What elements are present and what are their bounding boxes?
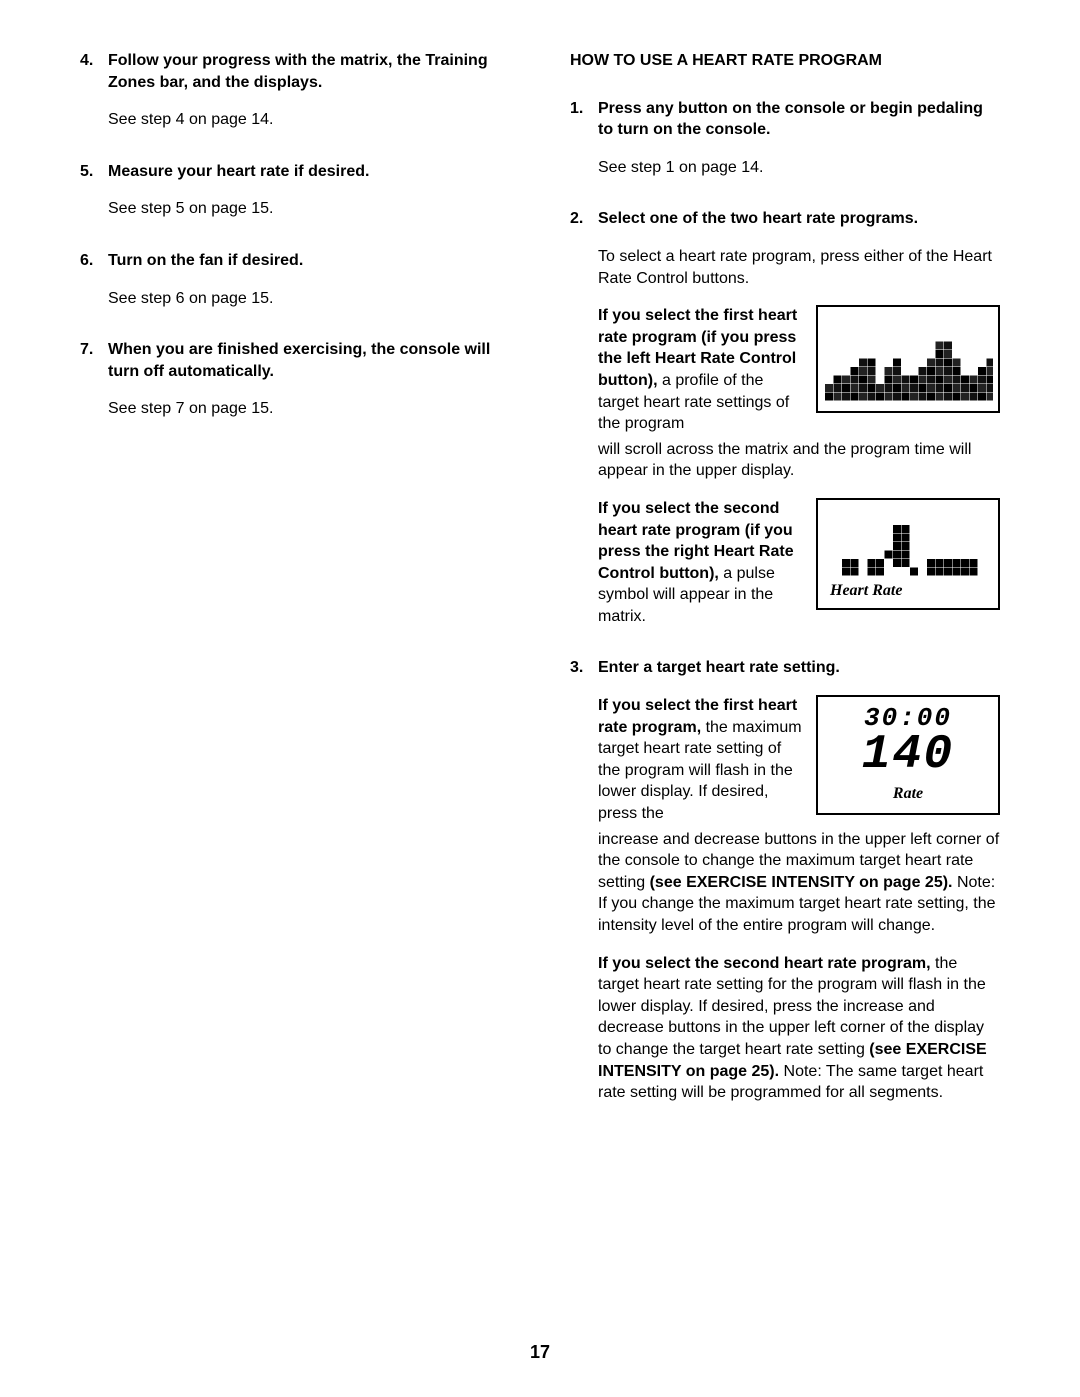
matrix-profile-figure: [816, 305, 1000, 413]
paragraph: To select a heart rate program, press ei…: [598, 246, 1000, 289]
rate-display-figure: 30:00 140 Rate: [816, 695, 1000, 815]
step-body: See step 7 on page 15.: [108, 398, 510, 420]
step-title: When you are finished exercising, the co…: [108, 339, 510, 382]
heart-rate-matrix-icon: [823, 506, 993, 576]
step-number: 4.: [80, 50, 108, 93]
paragraph: If you select the first heart rate progr…: [598, 695, 802, 825]
heart-rate-matrix-figure: Heart Rate: [816, 498, 1000, 610]
step-title: Press any button on the console or begin…: [598, 98, 1000, 141]
hr-step-1: 1. Press any button on the console or be…: [570, 98, 1000, 179]
step-7: 7. When you are finished exercising, the…: [80, 339, 510, 420]
figure-label: Heart Rate: [830, 580, 902, 602]
right-column: HOW TO USE A HEART RATE PROGRAM 1. Press…: [570, 50, 1000, 1134]
step-title: Turn on the fan if desired.: [108, 250, 303, 272]
display-main: 140: [862, 731, 954, 779]
page-number: 17: [0, 1340, 1080, 1364]
matrix-profile-icon: [823, 313, 993, 405]
step-title: Measure your heart rate if desired.: [108, 161, 369, 183]
step-title: Enter a target heart rate setting.: [598, 657, 840, 679]
bold-run: If you select the second heart rate prog…: [598, 955, 931, 972]
figure-label: Rate: [893, 783, 923, 805]
step-number: 2.: [570, 208, 598, 230]
step-4: 4. Follow your progress with the matrix,…: [80, 50, 510, 131]
step-body: See step 5 on page 15.: [108, 198, 510, 220]
paragraph: increase and decrease buttons in the upp…: [598, 829, 1000, 937]
step-number: 5.: [80, 161, 108, 183]
section-heading: HOW TO USE A HEART RATE PROGRAM: [570, 50, 1000, 72]
hr-step-2: 2. Select one of the two heart rate prog…: [570, 208, 1000, 627]
bold-run: (see EXERCISE INTENSITY on page 25).: [650, 874, 953, 891]
paragraph: If you select the second heart rate prog…: [598, 498, 802, 628]
paragraph: If you select the first heart rate progr…: [598, 305, 802, 435]
step-6: 6. Turn on the fan if desired. See step …: [80, 250, 510, 309]
step-title: Select one of the two heart rate program…: [598, 208, 918, 230]
step-number: 3.: [570, 657, 598, 679]
step-number: 6.: [80, 250, 108, 272]
step-title: Follow your progress with the matrix, th…: [108, 50, 510, 93]
step-number: 7.: [80, 339, 108, 382]
step-body: See step 6 on page 15.: [108, 288, 510, 310]
paragraph: If you select the second heart rate prog…: [598, 953, 1000, 1104]
paragraph: will scroll across the matrix and the pr…: [598, 439, 1000, 482]
step-number: 1.: [570, 98, 598, 141]
step-body: See step 4 on page 14.: [108, 109, 510, 131]
step-body: See step 1 on page 14.: [598, 157, 1000, 179]
hr-step-3: 3. Enter a target heart rate setting. If…: [570, 657, 1000, 1103]
left-column: 4. Follow your progress with the matrix,…: [80, 50, 510, 1134]
step-5: 5. Measure your heart rate if desired. S…: [80, 161, 510, 220]
